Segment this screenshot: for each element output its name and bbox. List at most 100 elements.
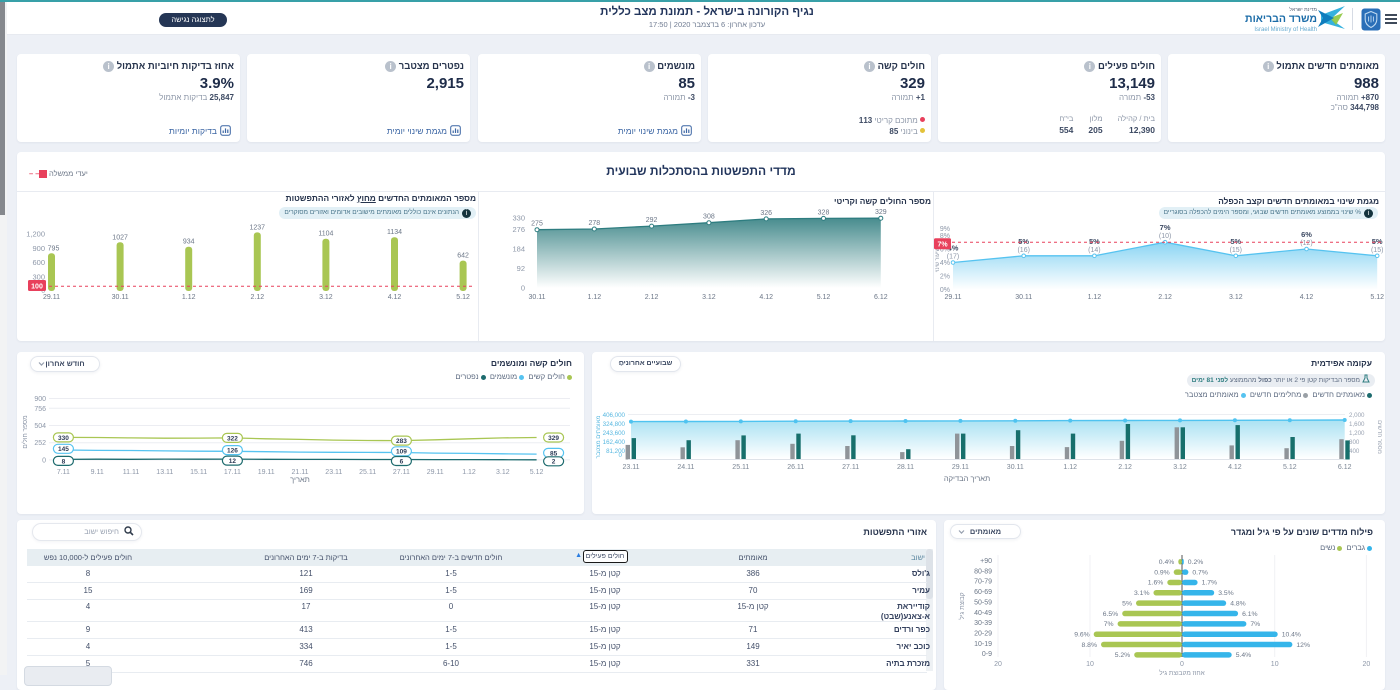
svg-text:276: 276 [512,225,525,234]
svg-text:5%: 5% [1018,237,1029,246]
svg-text:קבוצת גיל: קבוצת גיל [958,592,966,619]
svg-text:0-9: 0-9 [982,651,992,658]
svg-text:(16): (16) [1017,247,1029,254]
svg-text:+90: +90 [980,558,992,565]
svg-text:30-39: 30-39 [974,620,992,627]
svg-text:162,400: 162,400 [603,439,626,446]
svg-text:300: 300 [32,272,45,281]
svg-text:9%: 9% [940,226,950,233]
svg-text:7%: 7% [937,242,948,249]
svg-text:5.12: 5.12 [1283,464,1297,471]
svg-text:2,000: 2,000 [1349,412,1365,419]
svg-text:משרד הבריאות: משרד הבריאות [1245,13,1317,25]
svg-text:28.11: 28.11 [897,464,914,471]
svg-text:20: 20 [1363,661,1371,668]
svg-text:Israel Ministry of Health: Israel Ministry of Health [1254,27,1317,33]
svg-text:0.2%: 0.2% [1188,559,1204,566]
svg-text:1.12: 1.12 [1063,464,1077,471]
svg-text:50-59: 50-59 [974,599,992,606]
svg-text:מאומתים מצטבר: מאומתים מצטבר [596,416,602,459]
svg-text:5.4%: 5.4% [1236,652,1252,659]
svg-text:3.12: 3.12 [319,294,333,301]
svg-text:3.12: 3.12 [496,469,510,476]
svg-text:324,800: 324,800 [603,421,626,428]
svg-text:0.7%: 0.7% [1192,569,1208,576]
svg-text:30.11: 30.11 [112,294,129,301]
svg-text:600: 600 [32,258,45,267]
svg-text:0: 0 [521,284,525,293]
svg-text:184: 184 [512,245,525,254]
svg-text:26.11: 26.11 [787,464,804,471]
svg-text:5.2%: 5.2% [1115,652,1131,659]
svg-text:642: 642 [457,253,469,260]
svg-text:330: 330 [58,435,69,442]
svg-text:0.4%: 0.4% [1159,559,1175,566]
svg-text:308: 308 [703,214,715,221]
svg-text:1,200: 1,200 [26,230,45,239]
svg-text:מדינת ישראל: מדינת ישראל [1289,6,1317,13]
svg-text:85: 85 [550,450,558,457]
svg-text:1027: 1027 [112,234,128,241]
svg-text:23.11: 23.11 [325,469,342,476]
svg-text:9.11: 9.11 [91,469,104,476]
svg-text:29.11: 29.11 [945,294,962,301]
svg-text:2.12: 2.12 [250,294,264,301]
svg-text:100: 100 [31,283,43,290]
svg-text:19.11: 19.11 [258,469,275,476]
svg-text:4.12: 4.12 [1300,294,1314,301]
svg-text:4%: 4% [940,260,950,267]
svg-text:1104: 1104 [318,231,333,238]
svg-text:6.12: 6.12 [874,294,888,301]
svg-text:6: 6 [400,458,404,465]
svg-text:406,000: 406,000 [603,412,626,419]
svg-text:29.11: 29.11 [43,294,60,301]
svg-text:(10): (10) [1159,233,1171,240]
svg-text:329: 329 [875,209,887,216]
svg-text:6.5%: 6.5% [1103,611,1119,618]
svg-text:5%: 5% [1230,237,1241,246]
svg-text:20-29: 20-29 [974,631,992,638]
svg-text:1134: 1134 [387,229,402,236]
svg-text:5%: 5% [1372,237,1383,246]
svg-text:278: 278 [588,220,600,227]
svg-text:10: 10 [1271,661,1279,668]
svg-text:5%: 5% [1122,600,1132,607]
svg-text:6%: 6% [1301,230,1312,239]
svg-text:תאריך הבדיקה: תאריך הבדיקה [944,474,990,483]
svg-text:(14): (14) [1088,247,1100,254]
svg-text:0: 0 [1180,661,1184,668]
svg-text:29.11: 29.11 [952,464,969,471]
svg-text:17.11: 17.11 [224,469,241,476]
svg-text:4.12: 4.12 [388,294,402,301]
svg-text:30.11: 30.11 [529,294,546,301]
svg-text:2: 2 [552,459,556,466]
svg-text:תאריך: תאריך [290,475,310,484]
svg-text:(12): (12) [1300,240,1312,247]
svg-text:900: 900 [32,244,45,253]
svg-text:70-79: 70-79 [974,579,992,586]
svg-text:4.12: 4.12 [759,294,773,301]
svg-text:3.12: 3.12 [1173,464,1187,471]
svg-text:29.11: 29.11 [427,469,444,476]
svg-text:3.12: 3.12 [702,294,716,301]
svg-text:400: 400 [1349,448,1360,455]
svg-text:1,600: 1,600 [1349,421,1365,428]
svg-text:5%: 5% [1089,237,1100,246]
svg-text:30.11: 30.11 [1015,294,1032,301]
svg-text:756: 756 [34,406,46,413]
svg-text:92: 92 [517,264,525,273]
svg-text:7%: 7% [1104,621,1114,628]
svg-text:328: 328 [818,209,830,216]
svg-text:1.12: 1.12 [182,294,196,301]
svg-text:(15): (15) [1230,247,1242,254]
svg-text:30.11: 30.11 [1007,464,1024,471]
svg-text:126: 126 [227,448,238,455]
svg-text:1.12: 1.12 [1088,294,1102,301]
svg-text:13.11: 13.11 [156,469,173,476]
svg-text:4.12: 4.12 [1228,464,1242,471]
svg-text:283: 283 [396,438,407,445]
svg-text:8: 8 [62,458,66,465]
svg-text:3.5%: 3.5% [1218,590,1234,597]
svg-text:1.12: 1.12 [462,469,476,476]
svg-text:מספר חדשים: מספר חדשים [1376,420,1382,454]
